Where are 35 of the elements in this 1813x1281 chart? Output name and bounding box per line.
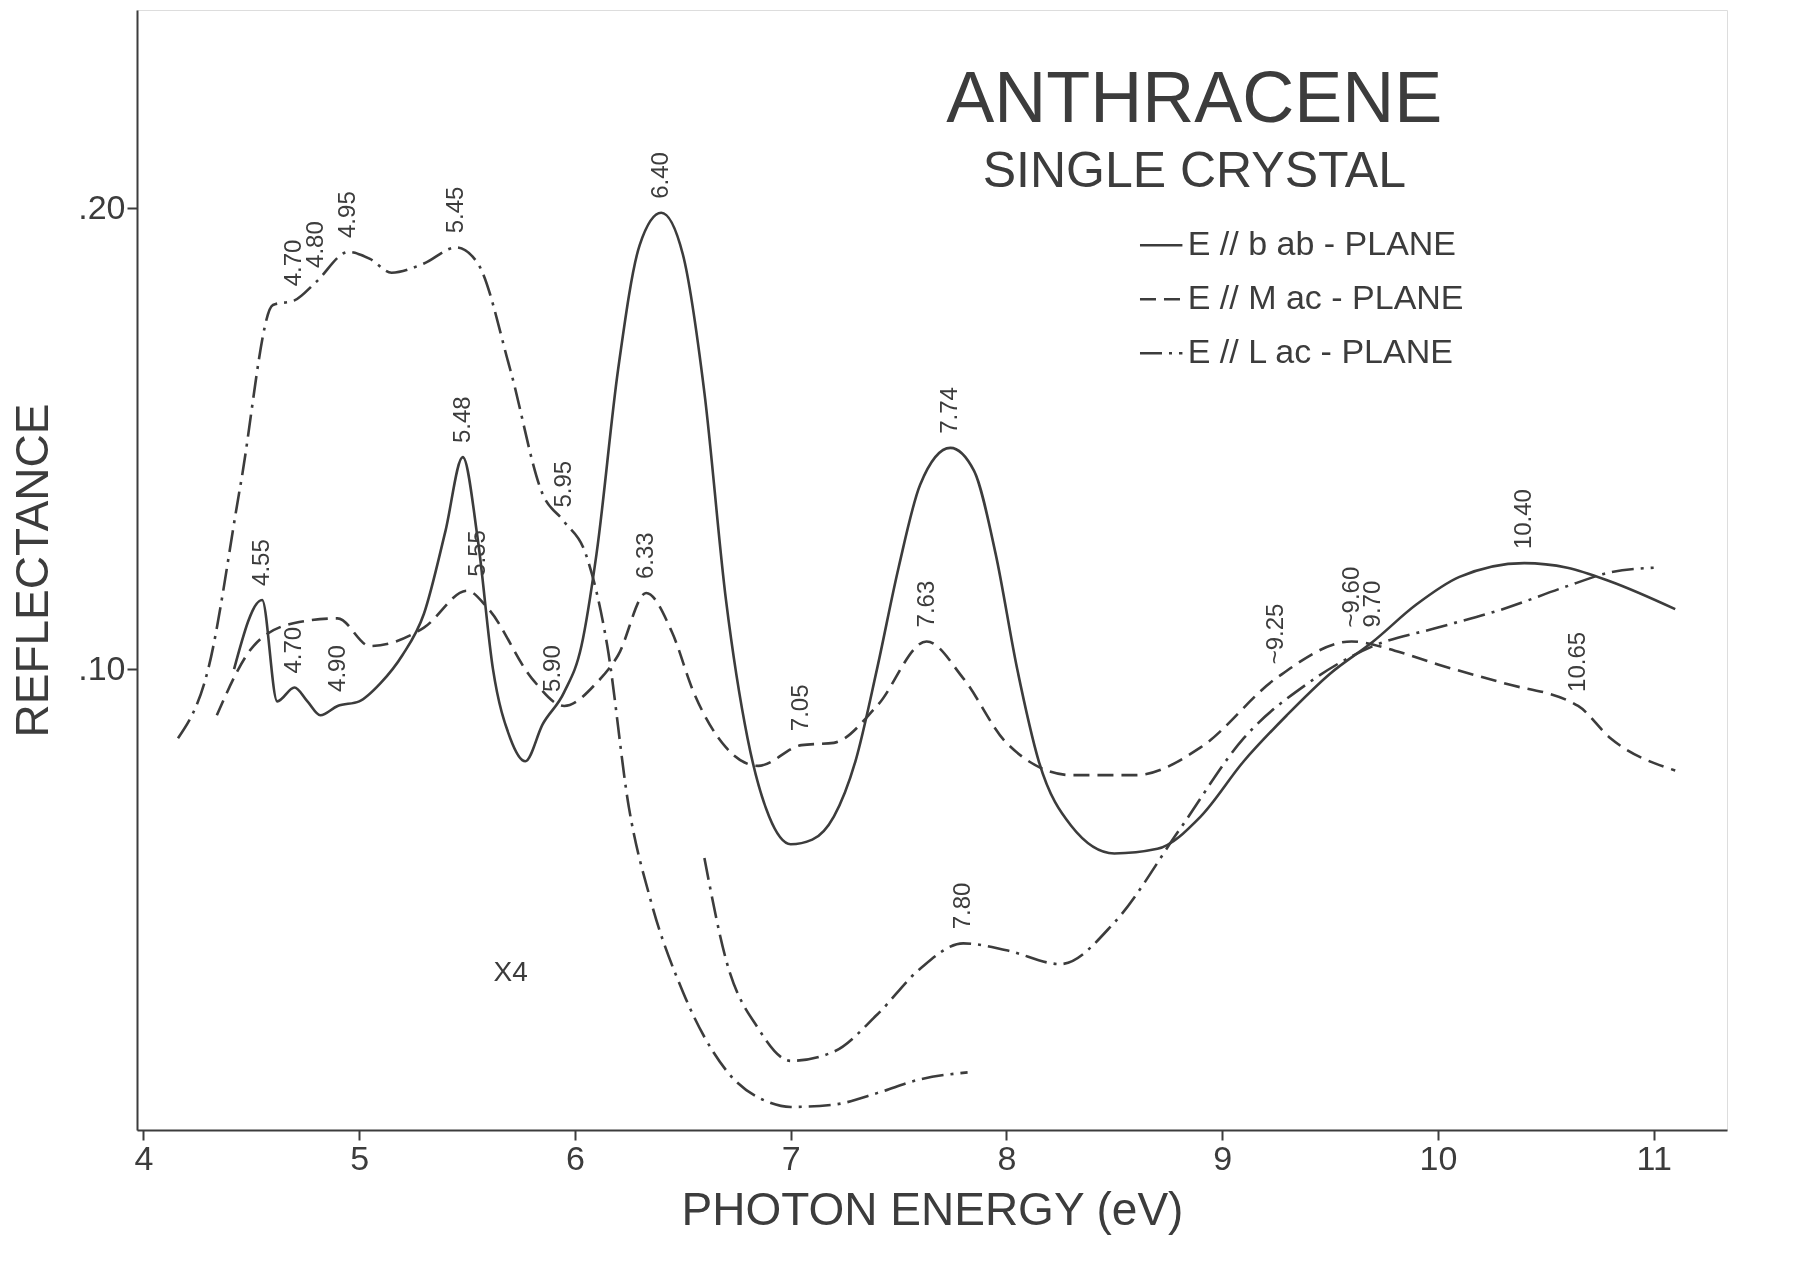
annotation: 7.63 <box>911 580 939 628</box>
x-tick-label: 6 <box>565 1138 585 1177</box>
annotation: 6.33 <box>631 532 659 580</box>
x-tick-label: 11 <box>1636 1138 1672 1177</box>
annotation: 4.70 <box>279 626 307 674</box>
x-axis-title: PHOTON ENERGY (eV) <box>681 1182 1184 1235</box>
annotation: 7.05 <box>786 684 814 732</box>
x-tick-label: 7 <box>781 1138 801 1177</box>
y-tick-label: .20 <box>78 187 126 226</box>
legend-label: E // M ac - PLANE <box>1187 278 1464 317</box>
annotation: 4.55 <box>247 539 275 586</box>
x-tick-label: 10 <box>1419 1138 1458 1177</box>
annotation: 5.95 <box>549 460 577 508</box>
annotation: 6.40 <box>646 152 674 199</box>
annotation: 5.45 <box>441 186 469 234</box>
y-tick-label: .10 <box>78 648 126 687</box>
text: ANTHRACENE <box>946 56 1443 137</box>
annotation: 7.74 <box>935 387 963 434</box>
annotation: ~9.25 <box>1261 603 1289 665</box>
x-tick-label: 8 <box>997 1138 1017 1177</box>
annotation: 4.95 <box>333 191 361 238</box>
annotation: 5.48 <box>447 396 475 444</box>
legend-label: E // b ab - PLANE <box>1187 224 1457 263</box>
legend-label: E // L ac - PLANE <box>1187 332 1453 371</box>
x-tick-label: 5 <box>350 1138 370 1177</box>
y-axis-title: REFLECTANCE <box>6 403 59 738</box>
x-tick-label: 4 <box>134 1138 154 1177</box>
x-tick-label: 9 <box>1213 1138 1233 1177</box>
annotation: 5.90 <box>538 645 566 692</box>
annotation: X4 <box>493 956 528 988</box>
text: SINGLE CRYSTAL <box>982 142 1406 199</box>
annotation: 10.40 <box>1509 489 1537 550</box>
annotation: 7.80 <box>948 882 976 930</box>
annotation: 10.65 <box>1563 631 1591 692</box>
annotation: 4.90 <box>322 645 350 692</box>
